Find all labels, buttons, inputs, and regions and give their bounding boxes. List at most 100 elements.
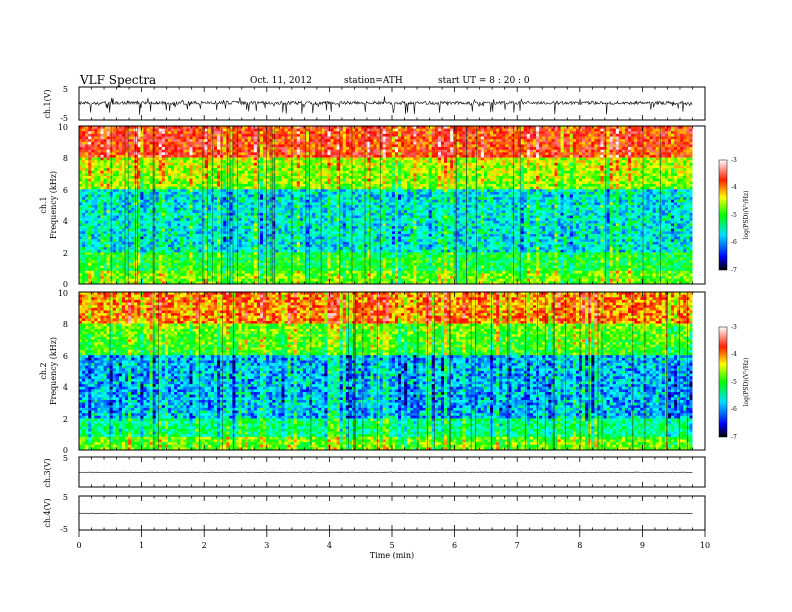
spectrogram-cell [309, 176, 313, 179]
spectrogram-cell [213, 244, 218, 248]
spectrogram-cell [272, 233, 276, 237]
spectrogram-cell [161, 141, 166, 145]
spectrogram-cell [247, 207, 252, 211]
spectrogram-cell [106, 186, 110, 190]
spectrogram-cell [302, 255, 307, 258]
spectrogram-cell [327, 160, 331, 164]
spectrogram-cell [174, 241, 178, 245]
spectrogram-cell [278, 220, 282, 224]
spectrogram-cell [272, 157, 276, 161]
spectrogram-cell [229, 212, 233, 216]
spectrogram-cell [217, 249, 221, 253]
spectrogram-cell [186, 244, 190, 248]
spectrogram-cell [195, 228, 199, 232]
spectrogram-cell [281, 186, 285, 190]
spectrogram-cell [315, 231, 319, 235]
spectrogram-cell [128, 181, 132, 185]
spectrogram-cell [128, 144, 132, 148]
spectrogram-cell [253, 265, 258, 269]
spectrogram-cell [250, 186, 255, 190]
spectrogram-cell [167, 223, 172, 227]
spectrogram-cell [278, 233, 282, 237]
spectrogram-cell [125, 220, 129, 224]
spectrogram-cell [155, 197, 160, 201]
spectrogram-cell [146, 181, 150, 185]
spectrogram-cell [253, 241, 258, 245]
spectrogram-cell [167, 126, 172, 129]
spectrogram-cell [174, 231, 178, 235]
spectrogram-cell [330, 141, 334, 145]
spectrogram-cell [177, 273, 181, 277]
spectrogram-cell [192, 144, 196, 148]
spectrogram-cell [305, 220, 310, 224]
spectrogram-cell [263, 162, 267, 166]
spectrogram-cell [290, 212, 295, 216]
spectrogram-cell [223, 207, 227, 211]
spectrogram-cell [115, 233, 120, 237]
spectrogram-cell [174, 218, 178, 222]
spectrogram-cell [183, 162, 187, 166]
spectrogram-cell [97, 255, 101, 258]
spectrogram-cell [91, 186, 95, 190]
spectrogram-cell [183, 176, 187, 179]
spectrogram-cell [94, 186, 98, 190]
spectrogram-cell [106, 252, 110, 256]
spectrogram-cell [155, 147, 160, 150]
spectrogram-cell [321, 189, 325, 193]
spectrogram-cell [247, 233, 252, 237]
spectrogram-cell [103, 231, 107, 235]
spectrogram-cell [155, 268, 160, 272]
spectrogram-cell [128, 136, 132, 140]
spectrogram-cell [198, 202, 202, 206]
spectrogram-cell [287, 128, 291, 132]
spectrogram-cell [287, 233, 291, 237]
spectrogram-cell [91, 239, 95, 243]
spectrogram-cell [284, 181, 288, 185]
spectrogram-cell [229, 239, 233, 243]
spectrogram-cell [183, 281, 187, 285]
spectrogram-cell [330, 139, 334, 143]
spectrogram-cell [171, 168, 175, 172]
spectrogram-cell [85, 210, 89, 214]
spectrogram-cell [183, 191, 187, 195]
spectrogram-cell [146, 186, 150, 190]
spectrogram-cell [171, 252, 175, 256]
spectrogram-cell [115, 268, 120, 272]
spectrogram-cell [217, 131, 221, 135]
spectrogram-cell [223, 210, 227, 214]
spectrogram-cell [272, 278, 276, 282]
spectrogram-cell [259, 215, 264, 219]
spectrogram-cell [321, 210, 325, 214]
spectrogram-cell [272, 178, 276, 182]
spectrogram-cell [177, 189, 181, 193]
spectrogram-cell [327, 133, 331, 137]
spectrogram-cell [158, 233, 163, 237]
spectrogram-cell [183, 236, 187, 240]
spectrogram-cell [290, 181, 295, 185]
spectrogram-cell [103, 189, 107, 193]
spectrogram-cell [100, 194, 104, 198]
spectrogram-cell [281, 191, 285, 195]
spectrogram-cell [137, 273, 141, 277]
spectrogram-cell [79, 181, 83, 185]
spectrogram-cell [183, 210, 187, 214]
spectrogram-cell [309, 268, 313, 272]
spectrogram-cell [180, 257, 184, 261]
spectrogram-cell [146, 244, 150, 248]
spectrogram-cell [143, 126, 147, 129]
spectrogram-cell [180, 260, 184, 264]
spectrogram-cell [106, 147, 110, 150]
spectrogram-cell [305, 260, 310, 264]
spectrogram-cell [146, 136, 150, 140]
spectrogram-cell [213, 249, 218, 253]
spectrogram-cell [79, 202, 83, 206]
spectrogram-cell [235, 128, 239, 132]
spectrogram-cell [235, 181, 239, 185]
spectrogram-cell [290, 178, 295, 182]
spectrogram-cell [91, 215, 95, 219]
spectrogram-cell [149, 218, 153, 222]
spectrogram-cell [115, 170, 120, 174]
spectrogram-cell [177, 236, 181, 240]
spectrogram-cell [106, 233, 110, 237]
spectrogram-cell [79, 173, 83, 177]
